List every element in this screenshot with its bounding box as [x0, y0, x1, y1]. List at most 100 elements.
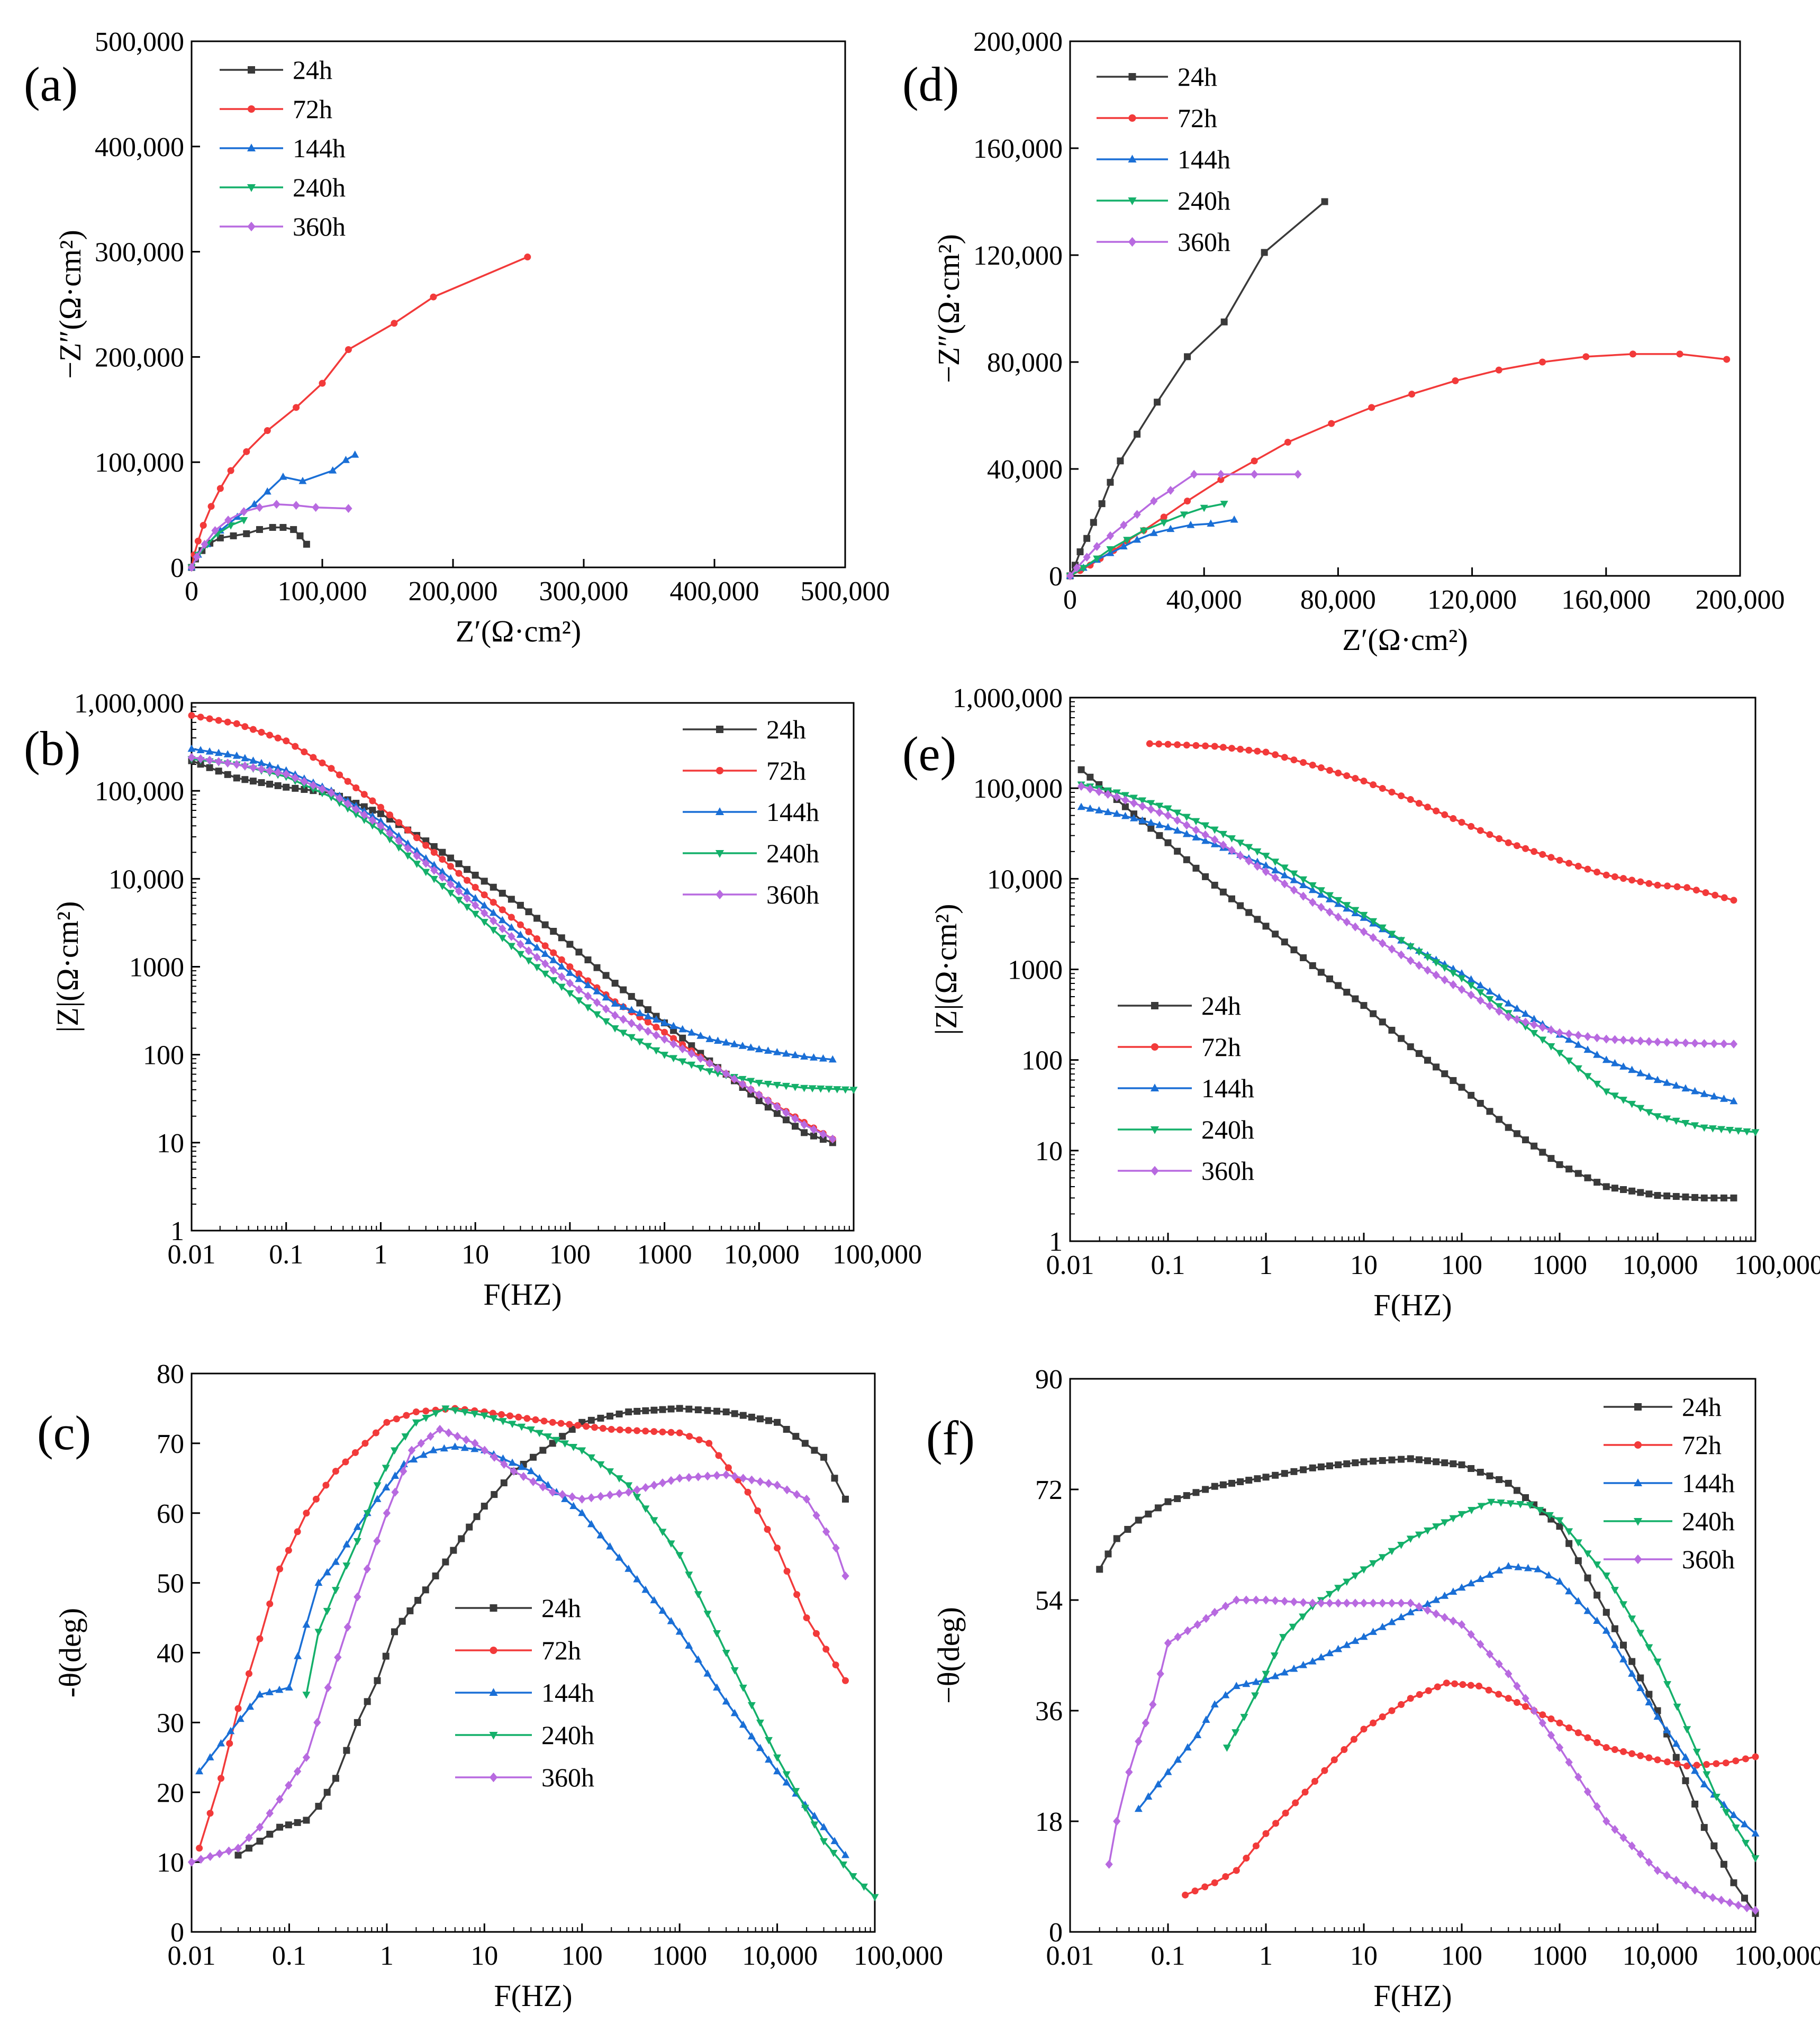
data-point — [1135, 1516, 1142, 1524]
data-point — [282, 770, 290, 779]
data-point — [624, 1482, 633, 1490]
data-point — [667, 1540, 675, 1548]
data-point — [1495, 1659, 1503, 1669]
data-point — [518, 1423, 526, 1431]
data-point — [1251, 469, 1258, 479]
data-point — [1164, 805, 1172, 813]
data-point — [1741, 1820, 1749, 1828]
data-point — [215, 1849, 223, 1858]
data-point — [1242, 1595, 1251, 1605]
legend-marker — [489, 1688, 498, 1696]
data-point — [1619, 1601, 1627, 1609]
data-point — [1628, 1841, 1636, 1850]
data-point — [447, 863, 454, 870]
data-point — [1398, 792, 1405, 800]
data-point — [430, 861, 438, 869]
data-point — [1326, 1462, 1334, 1469]
data-point — [441, 1405, 450, 1413]
data-point — [1477, 1468, 1484, 1476]
data-point — [650, 1596, 658, 1604]
data-point — [489, 927, 497, 934]
legend-label: 360h — [541, 1763, 594, 1792]
data-point — [1202, 873, 1209, 880]
data-point — [298, 476, 307, 484]
data-point — [1154, 399, 1161, 406]
legend-marker — [490, 1647, 497, 1654]
data-point — [636, 999, 644, 1007]
data-point — [1547, 854, 1555, 861]
data-point — [667, 1405, 675, 1413]
data-point — [1700, 1890, 1708, 1900]
data-point — [782, 1116, 790, 1124]
data-point — [793, 1490, 801, 1499]
data-point — [1628, 1615, 1636, 1623]
data-point — [1262, 748, 1270, 756]
data-point — [1290, 756, 1298, 764]
chart-c: 0.01 0.1 1 10 100 1000 10,000 100,0000102030405… — [37, 1359, 943, 2013]
data-point — [659, 1428, 666, 1435]
data-point — [1125, 1767, 1133, 1777]
data-point — [480, 901, 488, 909]
data-point — [1545, 1571, 1553, 1579]
data-point — [1388, 1456, 1396, 1463]
data-point — [266, 1830, 274, 1838]
data-point — [644, 1018, 651, 1026]
x-tick-label: 0.1 — [1151, 1250, 1185, 1280]
legend-marker — [1151, 1002, 1158, 1009]
data-point — [215, 717, 222, 724]
data-point — [584, 991, 592, 1001]
data-point — [1379, 1713, 1386, 1721]
data-point — [832, 1661, 839, 1669]
data-point — [1272, 930, 1279, 938]
data-point — [1173, 826, 1182, 834]
data-point — [480, 1412, 488, 1420]
data-point — [606, 1468, 614, 1476]
data-point — [241, 761, 249, 771]
data-point — [1556, 1161, 1563, 1168]
data-point — [481, 908, 488, 918]
legend-marker — [1128, 237, 1137, 247]
data-point — [1514, 1562, 1523, 1570]
x-tick-label: 500,000 — [801, 576, 890, 607]
data-point — [593, 987, 601, 995]
series-line — [1070, 353, 1727, 577]
data-point — [1457, 1620, 1466, 1629]
data-point — [395, 836, 403, 846]
legend-marker — [1151, 1165, 1159, 1176]
data-point — [606, 1542, 614, 1550]
data-point — [1281, 938, 1288, 946]
data-point — [755, 1045, 763, 1053]
data-point — [342, 1458, 349, 1466]
data-point — [1155, 740, 1163, 748]
data-point — [802, 1494, 811, 1504]
data-point — [1722, 1809, 1731, 1817]
data-point — [619, 1002, 628, 1010]
data-point — [430, 293, 437, 301]
data-point — [650, 1517, 658, 1525]
data-point — [659, 1406, 666, 1413]
data-point — [1583, 1073, 1592, 1080]
data-point — [1149, 529, 1158, 536]
data-point — [460, 1443, 469, 1451]
series-360h — [187, 500, 352, 572]
data-point — [312, 503, 320, 512]
data-point — [276, 1794, 284, 1804]
data-point — [553, 1436, 560, 1444]
data-point — [611, 1025, 619, 1033]
data-point — [1211, 1879, 1218, 1886]
data-point — [1752, 1753, 1759, 1760]
y-tick-label: 10 — [1035, 1136, 1063, 1167]
data-point — [1352, 995, 1359, 1002]
data-point — [508, 914, 515, 921]
data-point — [1458, 1083, 1465, 1091]
series-24h — [234, 1405, 849, 1859]
data-point — [1309, 761, 1316, 769]
data-point — [1138, 797, 1147, 805]
data-point — [748, 1413, 755, 1421]
data-point — [1343, 1598, 1351, 1608]
data-point — [1228, 846, 1236, 855]
data-point — [292, 501, 300, 510]
data-point — [227, 522, 235, 530]
data-point — [374, 1677, 381, 1684]
data-point — [1369, 918, 1378, 926]
